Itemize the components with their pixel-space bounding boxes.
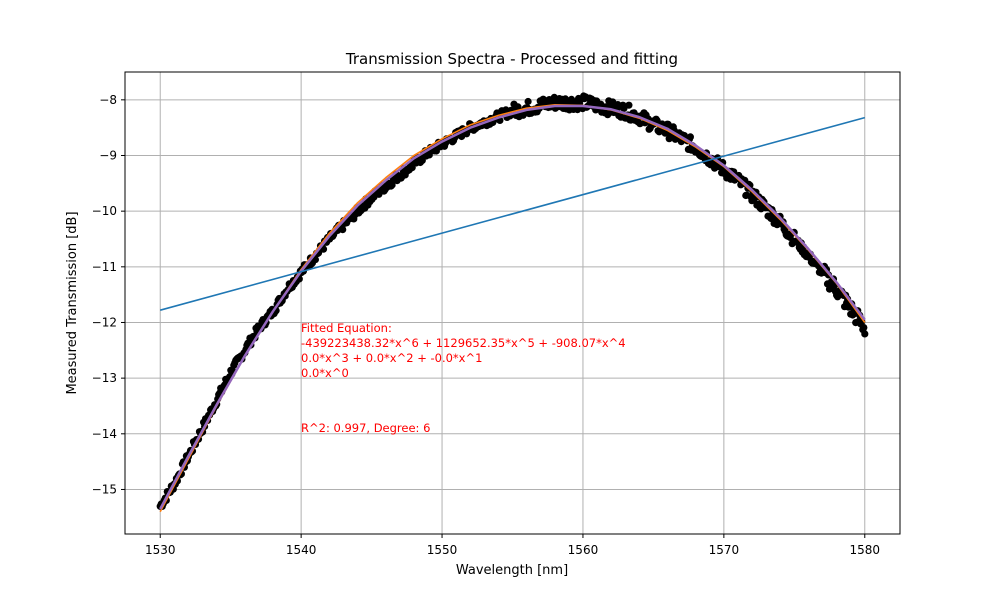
annotation-r2: R^2: 0.997, Degree: 6 bbox=[301, 421, 430, 435]
data-point bbox=[860, 324, 868, 332]
data-point bbox=[861, 330, 869, 338]
plot-frame bbox=[124, 71, 901, 535]
data-point bbox=[311, 256, 319, 264]
annotation-line-4: 0.0*x^0 bbox=[301, 366, 349, 380]
plot-data bbox=[156, 92, 869, 513]
y-tick-label: −8 bbox=[99, 93, 117, 107]
data-point bbox=[524, 97, 532, 106]
data-point bbox=[514, 103, 522, 111]
x-tick-label: 1580 bbox=[849, 543, 880, 557]
axis-ticks: 1530 1540 1550 1560 1570 1580 −8 −9 −10 −11 −12 −13… bbox=[92, 93, 880, 557]
y-tick-label: −11 bbox=[92, 260, 117, 274]
x-tick-label: 1570 bbox=[709, 543, 740, 557]
annotation-line-1: Fitted Equation: bbox=[301, 321, 392, 335]
fit-annotation: Fitted Equation: -439223438.32*x^6 + 112… bbox=[301, 321, 626, 435]
annotation-line-3: 0.0*x^3 + 0.0*x^2 + -0.0*x^1 bbox=[301, 351, 482, 365]
x-axis-label: Wavelength [nm] bbox=[456, 563, 568, 578]
chart-title: Transmission Spectra - Processed and fit… bbox=[345, 50, 678, 68]
y-tick-label: −13 bbox=[92, 371, 117, 385]
y-tick-label: −9 bbox=[99, 148, 117, 162]
series-line-fit-purple bbox=[159, 104, 866, 510]
y-tick-label: −15 bbox=[92, 482, 117, 496]
y-axis-label: Measured Transmission [dB] bbox=[65, 211, 80, 394]
series-line-linear-blue bbox=[159, 116, 866, 311]
x-tick-label: 1550 bbox=[427, 543, 458, 557]
annotation-line-2: -439223438.32*x^6 + 1129652.35*x^5 + -90… bbox=[301, 336, 626, 350]
y-tick-label: −12 bbox=[92, 315, 117, 329]
data-point bbox=[625, 101, 633, 109]
y-tick-label: −14 bbox=[92, 427, 117, 441]
data-point bbox=[339, 226, 347, 234]
x-tick-label: 1530 bbox=[145, 543, 176, 557]
y-tick-label: −10 bbox=[92, 204, 117, 218]
data-point bbox=[686, 133, 695, 141]
x-tick-label: 1560 bbox=[568, 543, 599, 557]
x-tick-label: 1540 bbox=[286, 543, 317, 557]
